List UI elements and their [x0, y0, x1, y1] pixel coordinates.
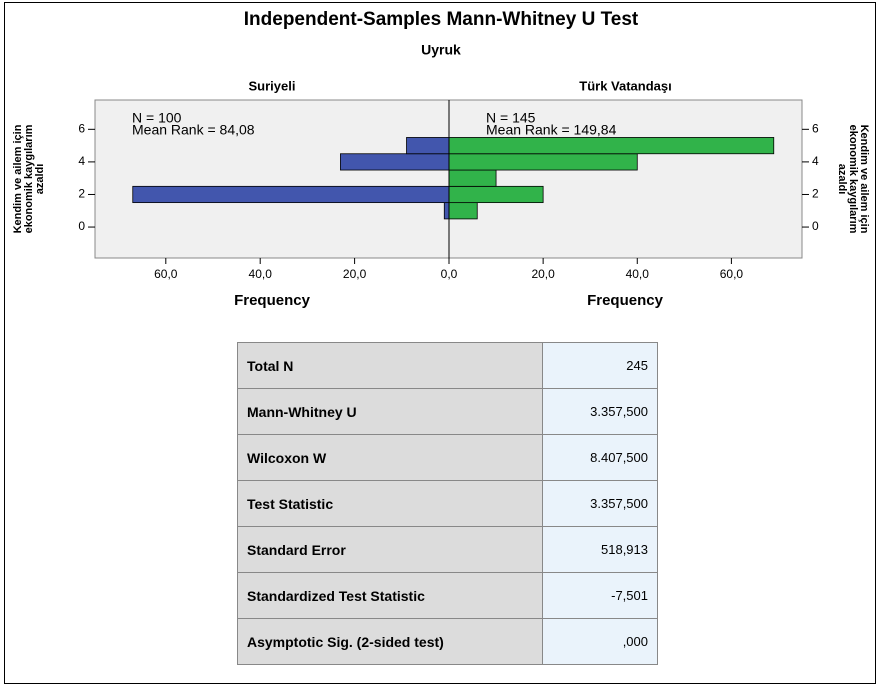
chart: Independent-Samples Mann-Whitney U Test …: [12, 9, 870, 309]
x-axis-label: Frequency: [234, 292, 311, 309]
table-row: Wilcoxon W 8.407,500: [236, 434, 658, 481]
y-tick-label: 2: [812, 187, 819, 201]
table-row: Asymptotic Sig. (2-sided test) ,000: [236, 618, 658, 665]
mean-rank-label: Mean Rank = 84,08: [132, 122, 255, 138]
bar: [448, 185, 544, 204]
group-label: Suriyeli: [249, 78, 296, 93]
row-label: Total N: [236, 342, 544, 389]
row-label: Test Statistic: [236, 480, 544, 527]
y-tick-label: 6: [78, 121, 85, 135]
table-row: Mann-Whitney U 3.357,500: [236, 388, 658, 435]
y-tick-label: 6: [812, 121, 819, 135]
y-axis-label: ekonomik kaygılarım: [847, 125, 859, 234]
x-tick-label: 40,0: [249, 267, 273, 281]
bar: [406, 137, 450, 155]
frame: [4, 2, 876, 684]
row-value: 3.357,500: [542, 388, 658, 435]
row-value: 8.407,500: [542, 434, 658, 481]
n-label: N = 145: [486, 110, 536, 126]
row-value: -7,501: [542, 572, 658, 619]
bar: [132, 185, 450, 204]
y-tick-label: 2: [78, 187, 85, 201]
table-row: Standard Error 518,913: [236, 526, 658, 573]
n-label: N = 100: [132, 110, 182, 126]
y-tick-label: 0: [812, 219, 819, 233]
x-tick-label: 20,0: [343, 267, 367, 281]
bar: [448, 137, 775, 155]
y-tick-label: 4: [78, 154, 85, 168]
mean-rank-label: Mean Rank = 149,84: [486, 122, 617, 138]
row-label: Asymptotic Sig. (2-sided test): [236, 618, 544, 665]
chart-subtitle: Uyruk: [421, 42, 461, 58]
y-axis-label: azaldı: [34, 164, 46, 195]
row-label: Standardized Test Statistic: [236, 572, 544, 619]
y-axis-label: azaldı: [836, 164, 848, 195]
row-value: ,000: [542, 618, 658, 665]
x-axis-label: Frequency: [587, 292, 664, 309]
x-tick-label: 60,0: [154, 267, 178, 281]
y-axis-label: Kendim ve ailem için: [12, 124, 24, 233]
row-value: 3.357,500: [542, 480, 658, 527]
chart-title: Independent-Samples Mann-Whitney U Test: [244, 9, 639, 30]
bar: [448, 202, 478, 220]
bar: [448, 169, 497, 187]
stats-table: Total N 245 Mann-Whitney U 3.357,500 Wilcoxo…: [236, 342, 658, 665]
bar: [448, 153, 638, 171]
table-row: Total N 245: [236, 342, 658, 389]
y-tick-label: 0: [78, 219, 85, 233]
table-row: Standardized Test Statistic -7,501: [236, 572, 658, 619]
table-row: Test Statistic 3.357,500: [236, 480, 658, 527]
group-label: Türk Vatandaşı: [579, 78, 671, 93]
row-value: 518,913: [542, 526, 658, 573]
y-axis-label: Kendim ve ailem için: [858, 125, 870, 234]
x-tick-label: 40,0: [626, 267, 650, 281]
x-tick-label: 20,0: [531, 267, 555, 281]
bar: [340, 153, 450, 171]
row-label: Standard Error: [236, 526, 544, 573]
x-tick-label: 0,0: [441, 267, 458, 281]
row-label: Mann-Whitney U: [236, 388, 544, 435]
row-label: Wilcoxon W: [236, 434, 544, 481]
row-value: 245: [542, 342, 658, 389]
x-tick-label: 60,0: [720, 267, 744, 281]
bar: [443, 202, 450, 220]
y-tick-label: 4: [812, 154, 819, 168]
y-axis-label: ekonomik kaygılarım: [23, 124, 35, 233]
